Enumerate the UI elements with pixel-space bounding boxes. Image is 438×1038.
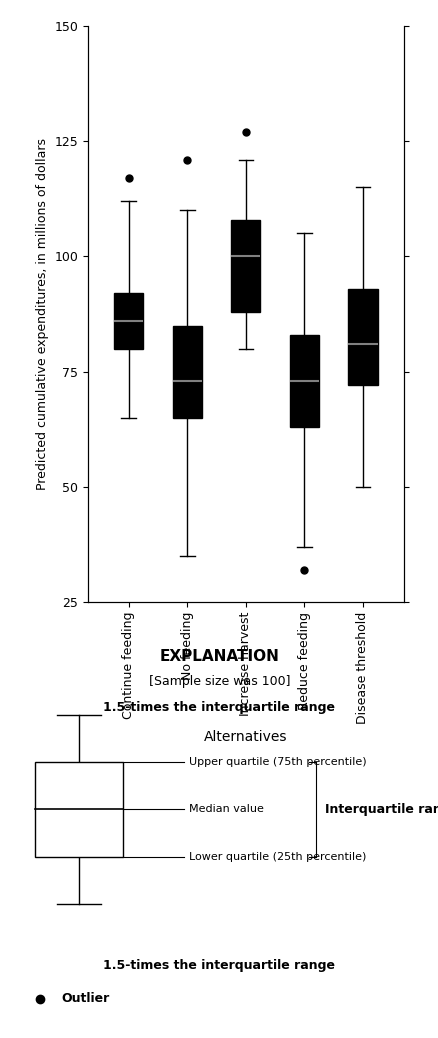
PathPatch shape bbox=[347, 289, 377, 385]
Text: Upper quartile (75th percentile): Upper quartile (75th percentile) bbox=[188, 757, 366, 767]
Text: Lower quartile (25th percentile): Lower quartile (25th percentile) bbox=[188, 851, 365, 862]
Text: Outlier: Outlier bbox=[61, 992, 110, 1005]
Bar bbox=[35, 762, 123, 856]
Text: Median value: Median value bbox=[188, 804, 263, 814]
PathPatch shape bbox=[289, 334, 318, 427]
Text: EXPLANATION: EXPLANATION bbox=[159, 649, 279, 663]
PathPatch shape bbox=[114, 294, 143, 349]
Text: [Sample size was 100]: [Sample size was 100] bbox=[148, 675, 290, 688]
Y-axis label: Predicted cumulative expenditures, in millions of dollars: Predicted cumulative expenditures, in mi… bbox=[35, 138, 49, 490]
X-axis label: Alternatives: Alternatives bbox=[204, 730, 287, 743]
Text: 1.5-times the interquartile range: 1.5-times the interquartile range bbox=[103, 701, 335, 714]
PathPatch shape bbox=[172, 326, 201, 417]
PathPatch shape bbox=[231, 219, 260, 311]
Text: Interquartile range: Interquartile range bbox=[324, 802, 438, 816]
Text: 1.5-times the interquartile range: 1.5-times the interquartile range bbox=[103, 959, 335, 973]
